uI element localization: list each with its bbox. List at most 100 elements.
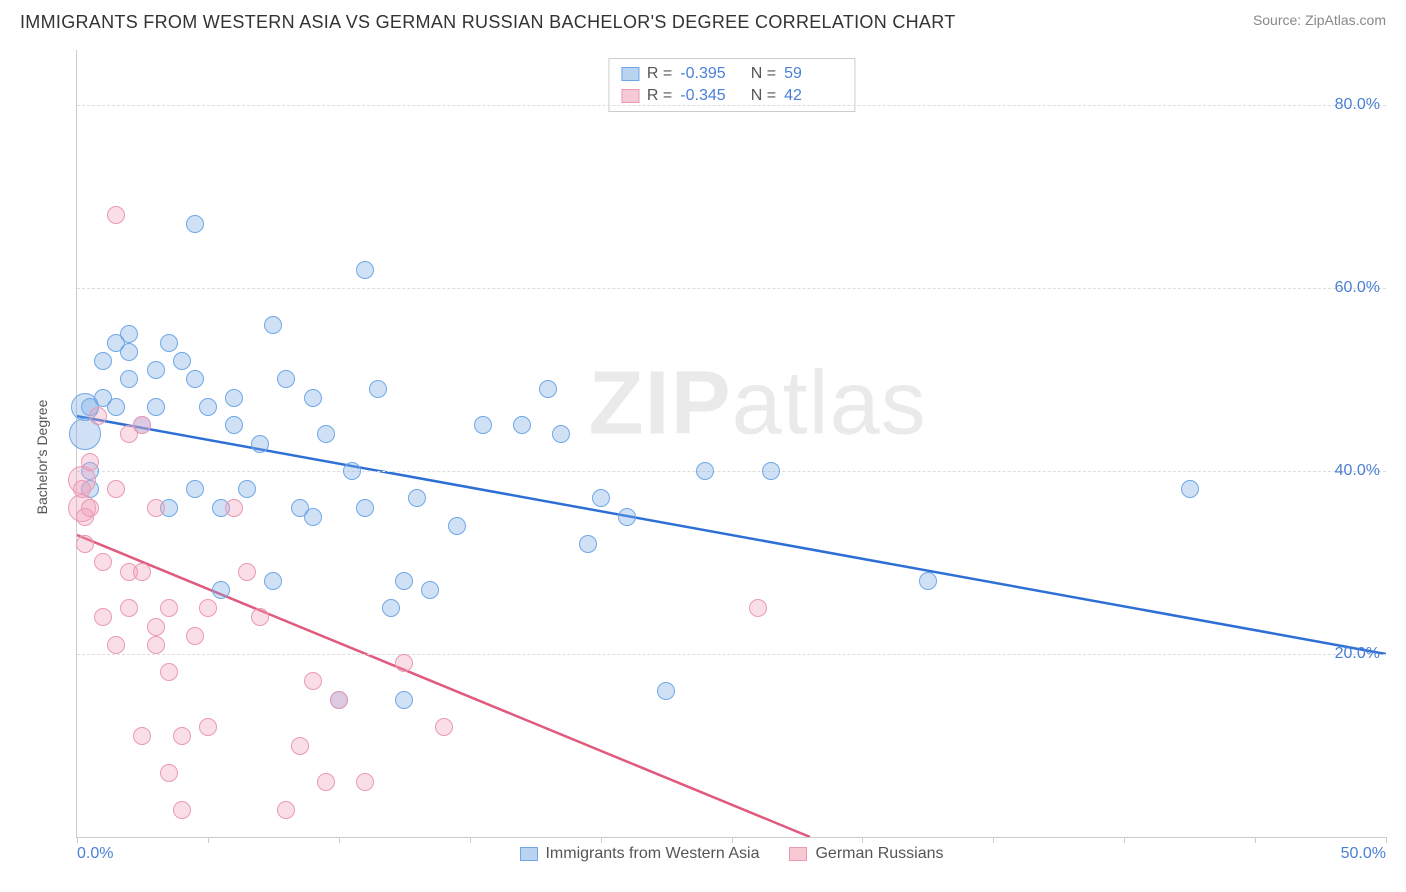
data-point [395, 691, 413, 709]
gridline [77, 471, 1386, 472]
data-point [186, 480, 204, 498]
data-point [94, 553, 112, 571]
data-point [147, 398, 165, 416]
legend-swatch [789, 847, 807, 861]
data-point [251, 435, 269, 453]
data-point [107, 206, 125, 224]
data-point [552, 425, 570, 443]
data-point [120, 325, 138, 343]
n-value: 59 [784, 65, 842, 83]
data-point [173, 801, 191, 819]
data-point [304, 508, 322, 526]
data-point [107, 398, 125, 416]
data-point [657, 682, 675, 700]
data-point [291, 737, 309, 755]
data-point [147, 618, 165, 636]
data-point [186, 627, 204, 645]
data-point [133, 727, 151, 745]
n-value: 42 [784, 87, 842, 105]
data-point [251, 608, 269, 626]
data-point [513, 416, 531, 434]
data-point [408, 489, 426, 507]
data-point [919, 572, 937, 590]
data-point [212, 581, 230, 599]
x-tick [339, 837, 340, 843]
data-point [225, 499, 243, 517]
x-tick [732, 837, 733, 843]
data-point [225, 389, 243, 407]
data-point [94, 608, 112, 626]
data-point [304, 672, 322, 690]
x-tick [1124, 837, 1125, 843]
data-point [120, 370, 138, 388]
legend-item: Immigrants from Western Asia [519, 845, 759, 863]
data-point [264, 572, 282, 590]
x-tick [1255, 837, 1256, 843]
y-tick-label: 40.0% [1335, 462, 1380, 480]
y-tick-label: 60.0% [1335, 279, 1380, 297]
data-point [696, 462, 714, 480]
y-tick-label: 80.0% [1335, 96, 1380, 114]
x-tick [601, 837, 602, 843]
legend-swatch [621, 67, 639, 81]
data-point [81, 499, 99, 517]
data-point [539, 380, 557, 398]
data-point [76, 535, 94, 553]
data-point [435, 718, 453, 736]
stats-legend-row: R =-0.345 N =42 [621, 85, 842, 107]
legend-swatch [519, 847, 537, 861]
data-point [264, 316, 282, 334]
data-point [147, 361, 165, 379]
data-point [421, 581, 439, 599]
data-point [186, 215, 204, 233]
data-point [186, 370, 204, 388]
legend-label: German Russians [815, 845, 943, 863]
data-point [618, 508, 636, 526]
data-point [749, 599, 767, 617]
n-label: N = [746, 65, 776, 83]
data-point [277, 801, 295, 819]
data-point [133, 416, 151, 434]
data-point [356, 261, 374, 279]
data-point [356, 773, 374, 791]
data-point [199, 398, 217, 416]
legend-swatch [621, 89, 639, 103]
legend-label: Immigrants from Western Asia [545, 845, 759, 863]
y-axis-title: Bachelor's Degree [34, 400, 50, 515]
x-tick [862, 837, 863, 843]
data-point [238, 480, 256, 498]
data-point [474, 416, 492, 434]
x-tick-label: 50.0% [1341, 845, 1386, 863]
data-point [277, 370, 295, 388]
n-label: N = [746, 87, 776, 105]
data-point [173, 727, 191, 745]
x-tick [1386, 837, 1387, 843]
chart-container: Bachelor's Degree ZIPatlas R =-0.395 N =… [50, 50, 1386, 864]
data-point [120, 599, 138, 617]
data-point [395, 572, 413, 590]
y-tick-label: 20.0% [1335, 645, 1380, 663]
gridline [77, 105, 1386, 106]
data-point [369, 380, 387, 398]
x-tick [993, 837, 994, 843]
data-point [81, 453, 99, 471]
r-label: R = [647, 87, 672, 105]
watermark: ZIPatlas [589, 353, 927, 456]
data-point [317, 773, 335, 791]
data-point [94, 352, 112, 370]
r-value: -0.395 [680, 65, 738, 83]
data-point [356, 499, 374, 517]
legend-item: German Russians [789, 845, 943, 863]
stats-legend-row: R =-0.395 N =59 [621, 63, 842, 85]
data-point [343, 462, 361, 480]
data-point [107, 480, 125, 498]
data-point [147, 499, 165, 517]
data-point [317, 425, 335, 443]
data-point [382, 599, 400, 617]
data-point [330, 691, 348, 709]
data-point [199, 599, 217, 617]
source-attribution: Source: ZipAtlas.com [1253, 12, 1386, 28]
series-legend: Immigrants from Western Asia German Russi… [519, 845, 943, 863]
data-point [238, 563, 256, 581]
data-point [160, 764, 178, 782]
